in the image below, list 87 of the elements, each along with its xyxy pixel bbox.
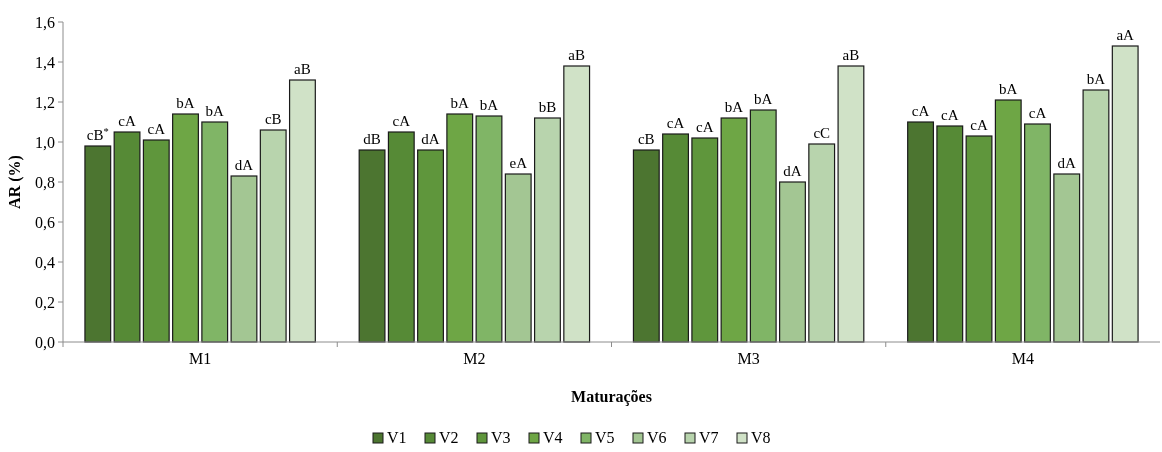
data-label: cA (911, 103, 930, 119)
bar (358, 149, 386, 343)
bar (837, 65, 865, 343)
data-label: aB (842, 47, 860, 63)
data-label: aA (1116, 27, 1135, 43)
bar (994, 99, 1022, 343)
bar (749, 109, 777, 343)
data-label: bA (479, 97, 499, 113)
legend-label: V7 (699, 429, 719, 446)
y-tick-label: 0,6 (35, 213, 55, 231)
bar (779, 181, 806, 343)
data-label: bA (1086, 71, 1106, 87)
data-label: cC (813, 125, 831, 141)
y-tick-label: 0,0 (35, 333, 55, 351)
x-tick-label: M3 (737, 350, 760, 367)
data-label: cB$^{*}$ (86, 125, 109, 143)
bar (172, 113, 199, 343)
legend-label: V4 (543, 429, 563, 446)
data-label: aB (568, 47, 586, 63)
bar (1024, 123, 1051, 343)
data-label: bA (999, 81, 1018, 97)
bar (662, 133, 689, 343)
bar (563, 65, 591, 343)
legend-label: V8 (751, 429, 771, 446)
data-label: bA (754, 91, 773, 107)
data-label: eA (509, 155, 528, 171)
bar (288, 79, 316, 343)
data-label: bA (176, 95, 195, 111)
legend-label: V6 (647, 429, 667, 446)
bar (691, 137, 719, 343)
data-label: cA (696, 119, 714, 135)
bar (936, 125, 964, 343)
data-label: cA (1028, 105, 1047, 121)
data-label: dB (363, 131, 381, 147)
legend-label: V3 (491, 429, 511, 446)
bar (504, 173, 532, 343)
data-label: cA (147, 121, 166, 137)
y-tick-label: 1,4 (35, 53, 55, 71)
bar (230, 175, 258, 343)
data-label: cA (941, 107, 959, 123)
y-tick-label: 0,4 (35, 253, 55, 271)
data-label: cA (392, 113, 411, 129)
bar (632, 149, 660, 343)
data-label: bA (205, 103, 225, 119)
data-label: cA (666, 115, 685, 131)
x-axis-title: Maturações (571, 388, 652, 406)
bar (259, 129, 287, 343)
bar (475, 115, 503, 343)
data-label: aB (294, 61, 311, 77)
data-label: dA (421, 131, 440, 147)
x-tick-label: M1 (189, 350, 212, 367)
bar (84, 145, 112, 343)
legend-label: V5 (595, 429, 615, 446)
data-label: cB (637, 131, 655, 147)
bar (387, 131, 415, 343)
y-tick-label: 1,0 (35, 133, 55, 151)
bar (1111, 45, 1139, 343)
bar (907, 121, 935, 343)
y-tick-label: 0,8 (35, 173, 55, 191)
legend-label: V1 (387, 429, 407, 446)
bar (142, 139, 170, 343)
bar (720, 117, 748, 343)
data-label: dA (783, 163, 802, 179)
bar (534, 117, 561, 343)
x-tick-label: M4 (1011, 350, 1034, 367)
legend-label: V2 (439, 429, 459, 446)
y-tick-label: 1,2 (35, 93, 55, 111)
data-label: bB (538, 99, 557, 115)
bar (808, 143, 836, 343)
y-tick-label: 1,6 (35, 13, 55, 31)
data-label: dA (1057, 155, 1077, 171)
bar (113, 131, 141, 343)
x-tick-label: M2 (463, 350, 486, 367)
data-label: dA (234, 157, 254, 173)
bar (1053, 173, 1081, 343)
bar (1082, 89, 1110, 343)
data-label: bA (724, 99, 744, 115)
data-label: cA (118, 113, 136, 129)
bar (446, 113, 474, 343)
y-tick-label: 0,2 (35, 293, 55, 311)
data-label: bA (450, 95, 470, 111)
data-label: cB (264, 111, 282, 127)
bar (201, 121, 229, 343)
data-label: cA (970, 117, 988, 133)
bar (965, 135, 993, 343)
bar (417, 149, 444, 343)
y-axis-title: AR (%) (6, 155, 24, 209)
